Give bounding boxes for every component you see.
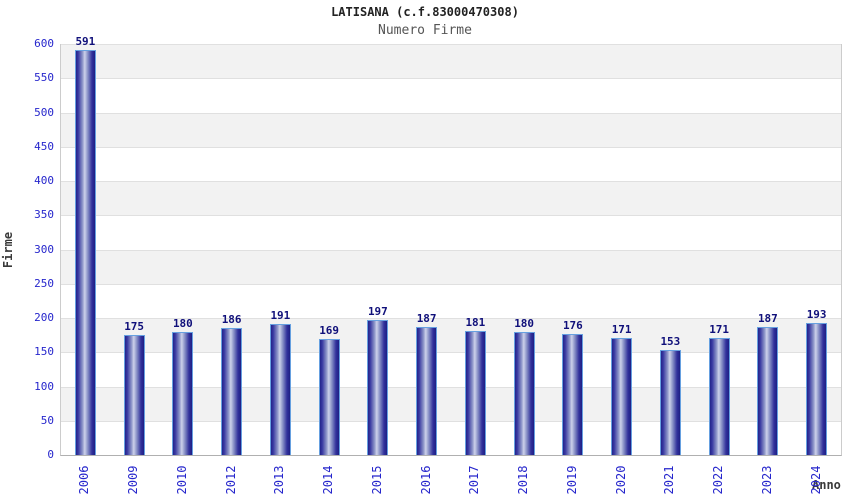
- bar: [659, 350, 681, 455]
- bar: [123, 335, 145, 455]
- plot-band: [61, 181, 841, 216]
- bar-value-label: 171: [709, 322, 730, 336]
- chart-subtitle: Numero Firme: [378, 23, 472, 38]
- gridline: [61, 215, 841, 217]
- gridline: [61, 283, 841, 285]
- bar-value-label: 171: [611, 322, 632, 336]
- bar-value-label: 180: [514, 316, 535, 330]
- plot-band: [61, 44, 841, 79]
- chart-title: LATISANA (c.f.83000470308): [331, 5, 519, 19]
- bar-value-label: 186: [221, 312, 242, 326]
- bar: [416, 326, 438, 455]
- y-tick-label: 50: [40, 413, 54, 427]
- bar: [318, 339, 340, 455]
- y-tick-label: 200: [34, 311, 54, 324]
- bar: [74, 50, 96, 455]
- x-tick-label: 2010: [174, 465, 189, 495]
- x-axis-label: Anno: [812, 478, 841, 492]
- plot-band: [61, 112, 841, 147]
- y-tick-label: 600: [34, 37, 54, 50]
- plot-band: [61, 249, 841, 284]
- x-tick-label: 2018: [516, 465, 531, 495]
- bar-value-label: 591: [75, 35, 96, 49]
- x-tick-label: 2022: [711, 465, 726, 495]
- bar-value-label: 187: [416, 311, 437, 325]
- x-tick-label: 2009: [126, 465, 141, 495]
- gridline: [61, 146, 841, 148]
- gridline: [61, 318, 841, 319]
- bar: [513, 331, 535, 455]
- bar: [708, 337, 730, 455]
- bar-value-label: 187: [757, 311, 778, 325]
- y-tick-label: 400: [34, 174, 54, 187]
- gridline: [61, 78, 841, 80]
- bar-value-label: 176: [562, 319, 583, 333]
- y-tick-label: 350: [34, 208, 54, 222]
- plot-area: 591 175 180 186 191 169 197 187 181 180 176 171 153 1…: [60, 35, 842, 456]
- x-tick-label: 2015: [369, 465, 384, 495]
- bar: [464, 331, 486, 455]
- gridline: [61, 44, 841, 45]
- y-tick-label: 150: [34, 345, 54, 359]
- bar: [367, 320, 389, 455]
- gridline: [61, 112, 841, 114]
- y-tick-label: 100: [34, 379, 54, 393]
- bar-value-label: 175: [124, 320, 145, 334]
- bar: [562, 334, 584, 455]
- gridline: [61, 352, 841, 354]
- x-tick-label: 2019: [564, 465, 579, 495]
- y-tick-label: 500: [34, 105, 54, 119]
- x-tick-label: 2006: [77, 465, 92, 495]
- bar: [806, 322, 828, 455]
- x-tick-label: 2012: [223, 465, 238, 495]
- bar: [757, 326, 779, 455]
- y-tick-label: 250: [34, 276, 54, 290]
- x-tick-label: 2016: [418, 465, 433, 495]
- gridline: [61, 249, 841, 251]
- bar-value-label: 153: [660, 335, 681, 349]
- gridline: [61, 181, 841, 182]
- bar-value-label: 180: [172, 316, 193, 330]
- bar: [269, 324, 291, 455]
- x-tick-label: 2021: [662, 465, 677, 495]
- y-tick-label: 450: [34, 139, 54, 153]
- bar: [221, 327, 243, 455]
- x-tick-label: 2024: [808, 465, 823, 495]
- x-tick-label: 2014: [321, 465, 336, 495]
- y-tick-label: 0: [47, 448, 54, 461]
- x-tick-label: 2023: [759, 465, 774, 495]
- y-tick-label: 550: [34, 71, 54, 85]
- x-tick-label: 2020: [613, 465, 628, 495]
- y-tick-label: 300: [34, 242, 54, 256]
- gridline: [61, 420, 841, 422]
- x-tick-label: 2013: [272, 465, 287, 495]
- x-tick-label: 2017: [467, 465, 482, 495]
- bar: [611, 337, 633, 455]
- bar-value-label: 197: [367, 305, 388, 319]
- bar: [172, 331, 194, 455]
- bar-value-label: 193: [806, 307, 827, 321]
- gridline: [61, 386, 841, 388]
- bar-value-label: 169: [319, 324, 340, 338]
- bar-value-label: 181: [465, 316, 486, 329]
- bar-value-label: 191: [270, 309, 291, 323]
